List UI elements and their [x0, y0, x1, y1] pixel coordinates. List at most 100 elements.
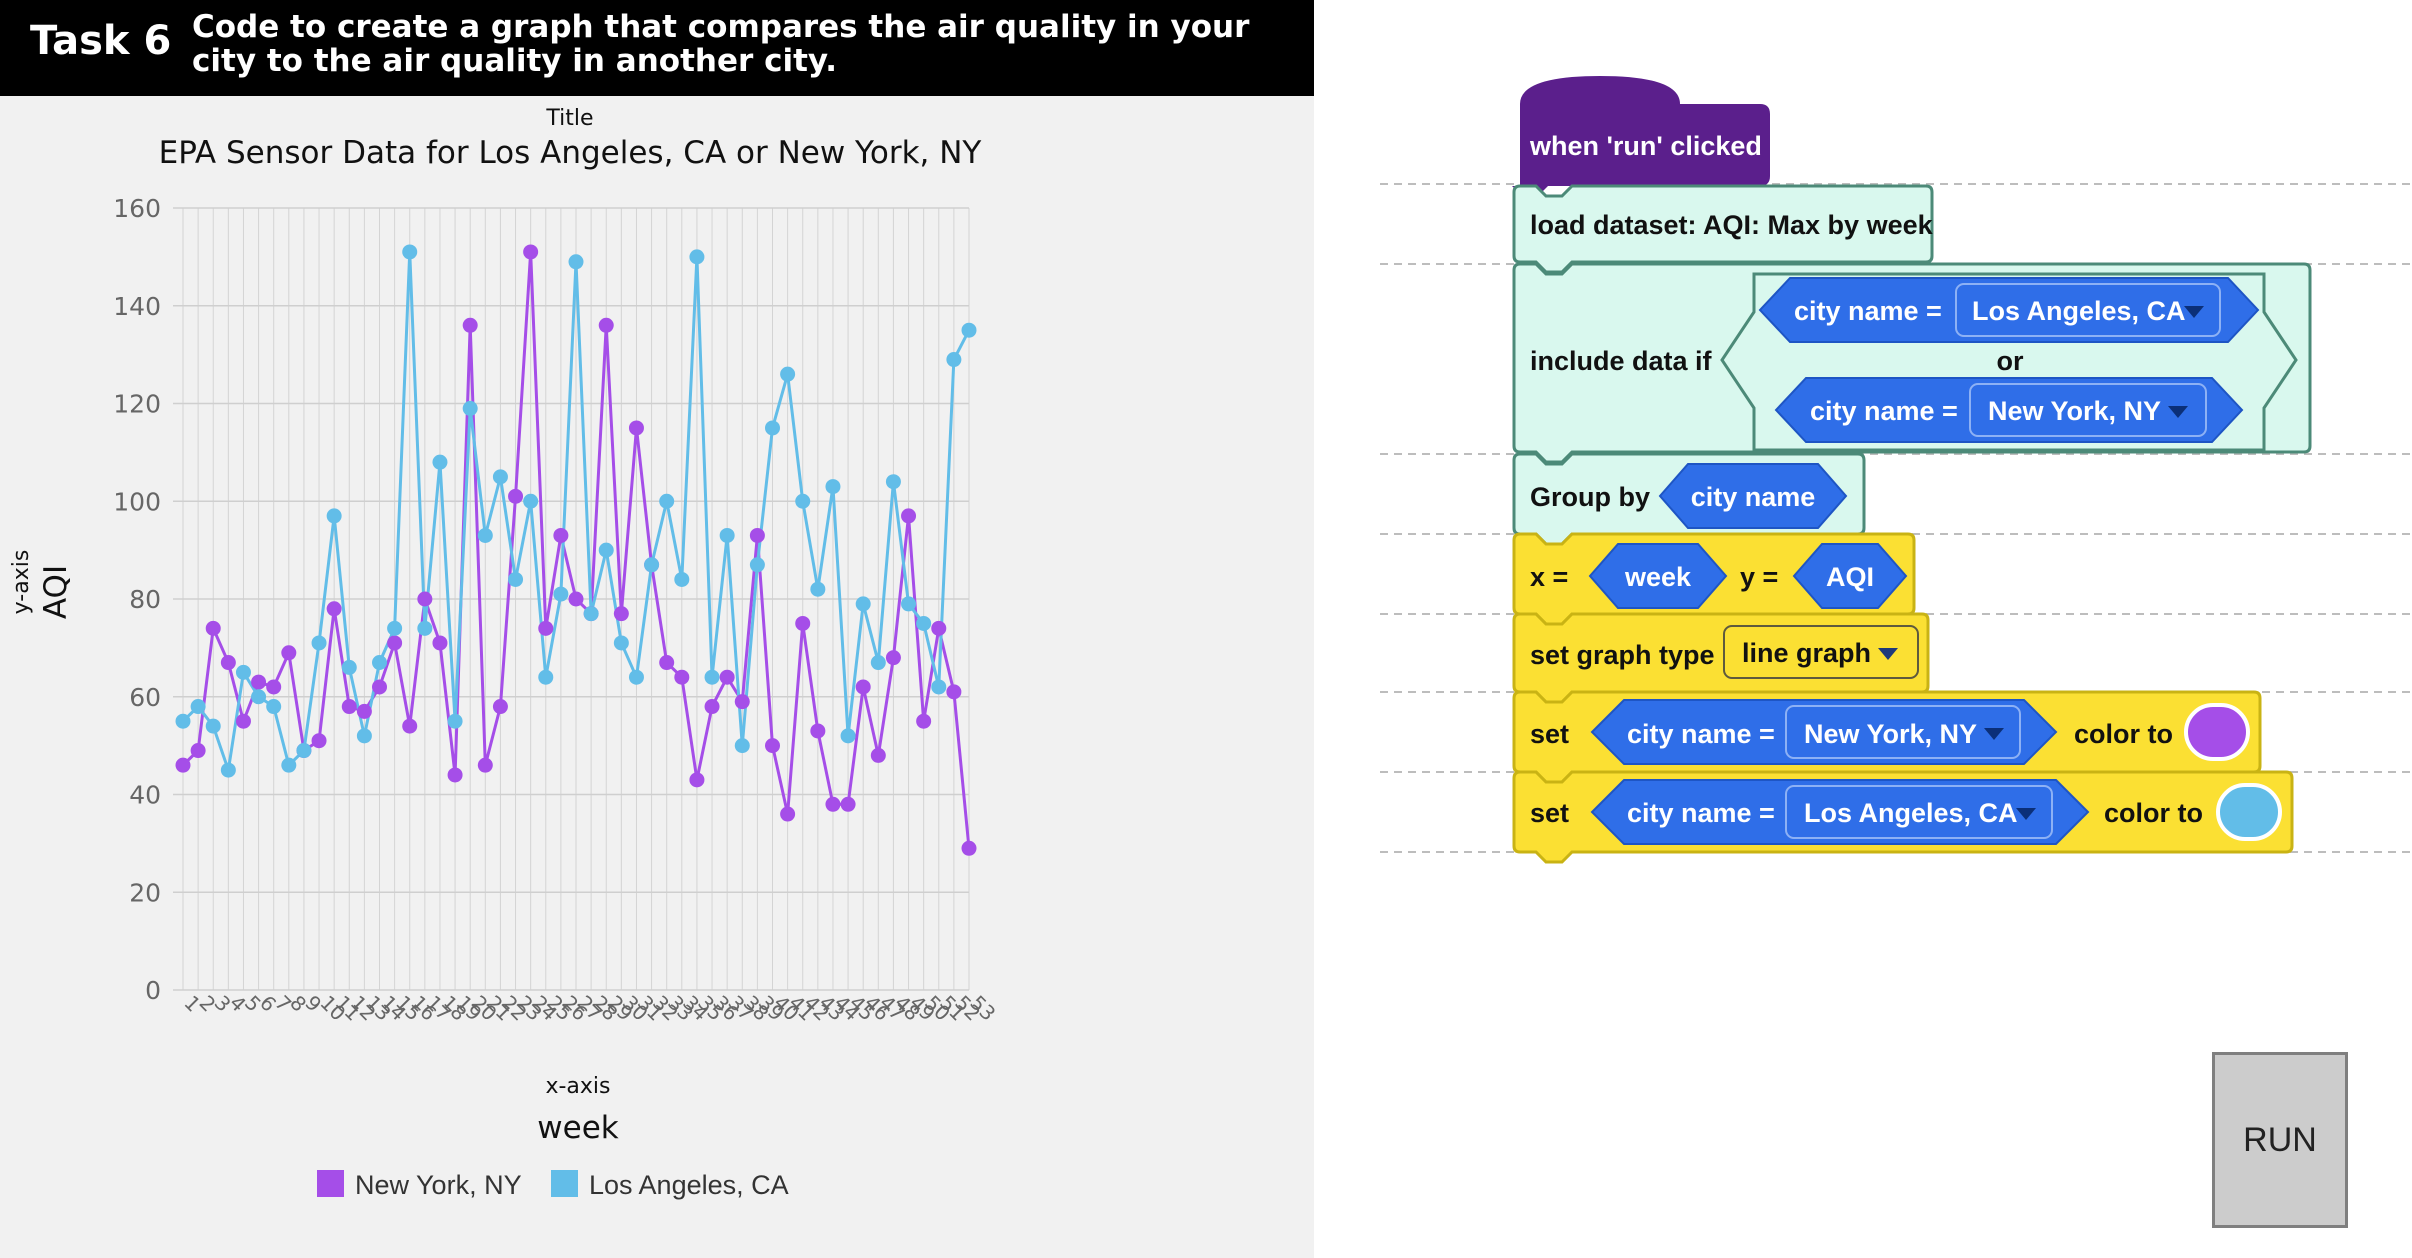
data-point-new-york[interactable] — [341, 699, 357, 715]
data-point-new-york[interactable] — [477, 757, 493, 773]
data-point-new-york[interactable] — [492, 699, 508, 715]
y-value-aqi[interactable]: AQI — [1792, 543, 1908, 609]
data-point-new-york[interactable] — [220, 655, 236, 671]
data-point-los-angeles[interactable] — [462, 400, 478, 416]
data-point-new-york[interactable] — [659, 655, 675, 671]
data-point-new-york[interactable] — [568, 591, 584, 607]
data-point-new-york[interactable] — [372, 679, 387, 695]
data-point-los-angeles[interactable] — [825, 479, 841, 495]
data-point-los-angeles[interactable] — [644, 557, 660, 573]
set-color-block-new-york[interactable]: set city name = New York, NY color to — [1512, 690, 2262, 784]
data-point-los-angeles[interactable] — [689, 249, 705, 265]
data-point-new-york[interactable] — [417, 591, 433, 607]
data-point-los-angeles[interactable] — [205, 718, 221, 734]
data-point-los-angeles[interactable] — [628, 669, 644, 685]
data-point-new-york[interactable] — [765, 738, 780, 754]
data-point-los-angeles[interactable] — [659, 493, 675, 509]
data-point-new-york[interactable] — [266, 679, 282, 695]
data-point-new-york[interactable] — [508, 488, 524, 504]
include-data-if-block[interactable]: include data if city name = Los Angeles,… — [1512, 262, 2312, 464]
data-point-los-angeles[interactable] — [901, 596, 917, 612]
data-point-los-angeles[interactable] — [855, 596, 871, 612]
data-point-new-york[interactable] — [447, 767, 463, 783]
data-point-los-angeles[interactable] — [402, 244, 418, 260]
data-point-new-york[interactable] — [961, 840, 977, 856]
data-point-los-angeles[interactable] — [175, 713, 191, 729]
data-point-los-angeles[interactable] — [931, 679, 947, 695]
color-swatch-purple[interactable] — [2184, 703, 2250, 761]
data-point-new-york[interactable] — [840, 796, 856, 812]
data-point-los-angeles[interactable] — [583, 606, 599, 622]
data-point-los-angeles[interactable] — [719, 527, 735, 543]
data-point-los-angeles[interactable] — [961, 322, 977, 338]
data-point-new-york[interactable] — [235, 713, 251, 729]
graph-type-dropdown[interactable] — [1723, 625, 1919, 679]
data-point-los-angeles[interactable] — [840, 728, 856, 744]
data-point-los-angeles[interactable] — [613, 635, 629, 651]
data-point-new-york[interactable] — [251, 674, 267, 690]
group-by-block[interactable]: Group by city name — [1512, 452, 1866, 546]
data-point-los-angeles[interactable] — [372, 655, 387, 671]
data-point-los-angeles[interactable] — [387, 620, 403, 636]
set-color-block-los-angeles[interactable]: set city name = Los Angeles, CA color to — [1512, 770, 2294, 864]
data-point-los-angeles[interactable] — [704, 669, 720, 685]
x-value-week[interactable]: week — [1588, 543, 1728, 609]
data-point-new-york[interactable] — [311, 733, 327, 749]
data-point-new-york[interactable] — [598, 317, 614, 333]
city-dropdown-new-york[interactable] — [1969, 383, 2207, 437]
data-point-los-angeles[interactable] — [356, 728, 372, 744]
data-point-los-angeles[interactable] — [553, 586, 569, 602]
data-point-new-york[interactable] — [689, 772, 705, 788]
data-point-los-angeles[interactable] — [508, 571, 524, 587]
data-point-new-york[interactable] — [175, 757, 191, 773]
data-point-los-angeles[interactable] — [251, 689, 267, 705]
data-point-los-angeles[interactable] — [296, 743, 312, 759]
data-point-los-angeles[interactable] — [946, 352, 962, 368]
data-point-new-york[interactable] — [780, 806, 796, 822]
set-graph-type-block[interactable]: set graph type line graph — [1512, 612, 1930, 704]
data-point-new-york[interactable] — [538, 620, 554, 636]
data-point-new-york[interactable] — [795, 615, 811, 631]
data-point-new-york[interactable] — [523, 244, 539, 260]
set-city-dropdown-new-york[interactable] — [1785, 705, 2021, 759]
data-point-los-angeles[interactable] — [598, 542, 614, 558]
data-point-los-angeles[interactable] — [417, 620, 433, 636]
data-point-new-york[interactable] — [190, 743, 206, 759]
set-city-dropdown-los-angeles[interactable] — [1785, 785, 2053, 839]
data-point-los-angeles[interactable] — [492, 469, 508, 485]
data-point-new-york[interactable] — [901, 508, 917, 524]
data-point-los-angeles[interactable] — [674, 571, 690, 587]
data-point-los-angeles[interactable] — [749, 557, 765, 573]
data-point-new-york[interactable] — [870, 747, 886, 763]
data-point-los-angeles[interactable] — [780, 366, 796, 382]
data-point-new-york[interactable] — [205, 620, 221, 636]
group-by-city-name[interactable]: city name — [1658, 463, 1848, 529]
data-point-los-angeles[interactable] — [281, 757, 297, 773]
data-point-los-angeles[interactable] — [432, 454, 448, 470]
data-point-new-york[interactable] — [825, 796, 841, 812]
data-point-los-angeles[interactable] — [326, 508, 342, 524]
data-point-los-angeles[interactable] — [916, 615, 932, 631]
condition-los-angeles[interactable]: city name = Los Angeles, CA — [1758, 277, 2260, 343]
x-y-block[interactable]: x = week y = AQI — [1512, 532, 1916, 626]
data-point-new-york[interactable] — [749, 527, 765, 543]
data-point-new-york[interactable] — [326, 601, 342, 617]
data-point-los-angeles[interactable] — [734, 738, 750, 754]
load-dataset-block[interactable]: load dataset: AQI: Max by week — [1512, 184, 1934, 274]
data-point-los-angeles[interactable] — [447, 713, 463, 729]
data-point-new-york[interactable] — [402, 718, 418, 734]
data-point-new-york[interactable] — [855, 679, 871, 695]
data-point-new-york[interactable] — [432, 635, 448, 651]
data-point-los-angeles[interactable] — [523, 493, 539, 509]
data-point-new-york[interactable] — [719, 669, 735, 685]
data-point-los-angeles[interactable] — [810, 581, 826, 597]
data-point-new-york[interactable] — [674, 669, 690, 685]
data-point-new-york[interactable] — [916, 713, 932, 729]
data-point-los-angeles[interactable] — [311, 635, 327, 651]
data-point-new-york[interactable] — [613, 606, 629, 622]
data-point-los-angeles[interactable] — [266, 699, 282, 715]
condition-new-york[interactable]: city name = New York, NY — [1774, 377, 2244, 443]
data-point-new-york[interactable] — [387, 635, 403, 651]
data-point-new-york[interactable] — [734, 694, 750, 710]
data-point-los-angeles[interactable] — [568, 254, 584, 270]
